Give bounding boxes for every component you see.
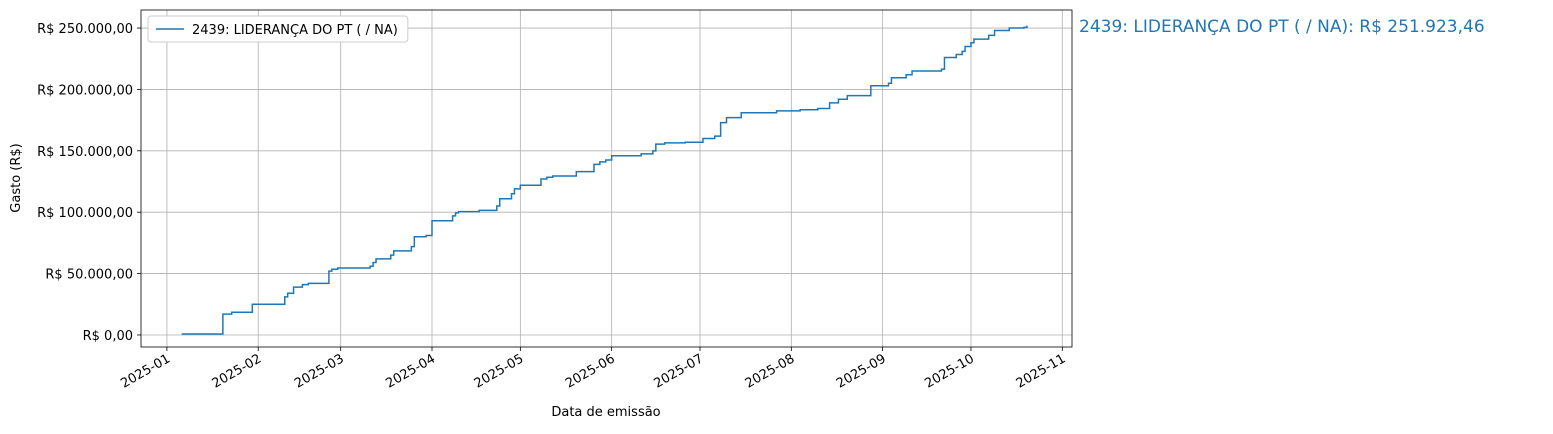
x-tick-label: 2025-04: [383, 351, 438, 391]
y-tick-label: R$ 0,00: [83, 329, 133, 344]
y-tick-label: R$ 200.000,00: [37, 83, 133, 98]
x-tick-label: 2025-08: [743, 351, 798, 391]
x-tick-label: 2025-03: [292, 351, 347, 391]
x-tick-label: 2025-11: [1014, 351, 1069, 391]
x-tick-label: 2025-07: [651, 351, 706, 391]
y-tick-label: R$ 150.000,00: [37, 145, 133, 160]
legend-box: [147, 15, 409, 43]
legend-label: 2439: LIDERANÇA DO PT ( / NA): [192, 23, 398, 38]
x-tick-label: 2025-01: [118, 351, 173, 391]
y-tick-label: R$ 100.000,00: [37, 206, 133, 221]
y-axis-label: Gasto (R$): [9, 143, 24, 212]
y-tick-label: R$ 50.000,00: [45, 268, 133, 283]
step-line: [181, 25, 1028, 335]
x-tick-label: 2025-05: [472, 351, 527, 391]
x-tick-label: 2025-02: [210, 351, 265, 391]
x-axis-label: Data de emissão: [551, 405, 660, 420]
x-tick-label: 2025-10: [922, 351, 977, 391]
plot-frame: [140, 9, 1073, 348]
x-tick-label: 2025-09: [834, 351, 889, 391]
y-tick-label: R$ 250.000,00: [37, 22, 133, 37]
x-tick-label: 2025-06: [563, 351, 618, 391]
annotation: 2439: LIDERANÇA DO PT ( / NA): R$ 251.92…: [1079, 17, 1485, 37]
